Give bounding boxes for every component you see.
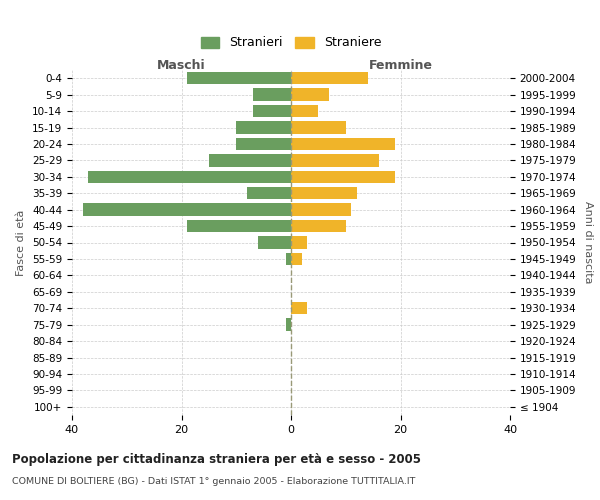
- Bar: [291, 220, 346, 232]
- Bar: [187, 220, 291, 232]
- Bar: [88, 170, 291, 183]
- Bar: [291, 122, 346, 134]
- Text: Popolazione per cittadinanza straniera per età e sesso - 2005: Popolazione per cittadinanza straniera p…: [12, 452, 421, 466]
- Bar: [291, 204, 351, 216]
- Bar: [291, 302, 307, 314]
- Bar: [291, 187, 356, 200]
- Text: Femmine: Femmine: [368, 58, 433, 71]
- Bar: [291, 154, 379, 166]
- Bar: [291, 138, 395, 150]
- Bar: [291, 170, 395, 183]
- Bar: [286, 253, 291, 265]
- Bar: [291, 88, 329, 101]
- Y-axis label: Fasce di età: Fasce di età: [16, 210, 26, 276]
- Bar: [291, 72, 368, 85]
- Bar: [236, 138, 291, 150]
- Bar: [209, 154, 291, 166]
- Bar: [291, 105, 319, 117]
- Text: Maschi: Maschi: [157, 58, 206, 71]
- Bar: [286, 318, 291, 331]
- Bar: [83, 204, 291, 216]
- Bar: [291, 236, 307, 248]
- Bar: [187, 72, 291, 85]
- Bar: [247, 187, 291, 200]
- Bar: [236, 122, 291, 134]
- Bar: [291, 253, 302, 265]
- Bar: [258, 236, 291, 248]
- Bar: [253, 88, 291, 101]
- Text: COMUNE DI BOLTIERE (BG) - Dati ISTAT 1° gennaio 2005 - Elaborazione TUTTITALIA.I: COMUNE DI BOLTIERE (BG) - Dati ISTAT 1° …: [12, 478, 415, 486]
- Bar: [253, 105, 291, 117]
- Legend: Stranieri, Straniere: Stranieri, Straniere: [196, 32, 386, 54]
- Y-axis label: Anni di nascita: Anni di nascita: [583, 201, 593, 284]
